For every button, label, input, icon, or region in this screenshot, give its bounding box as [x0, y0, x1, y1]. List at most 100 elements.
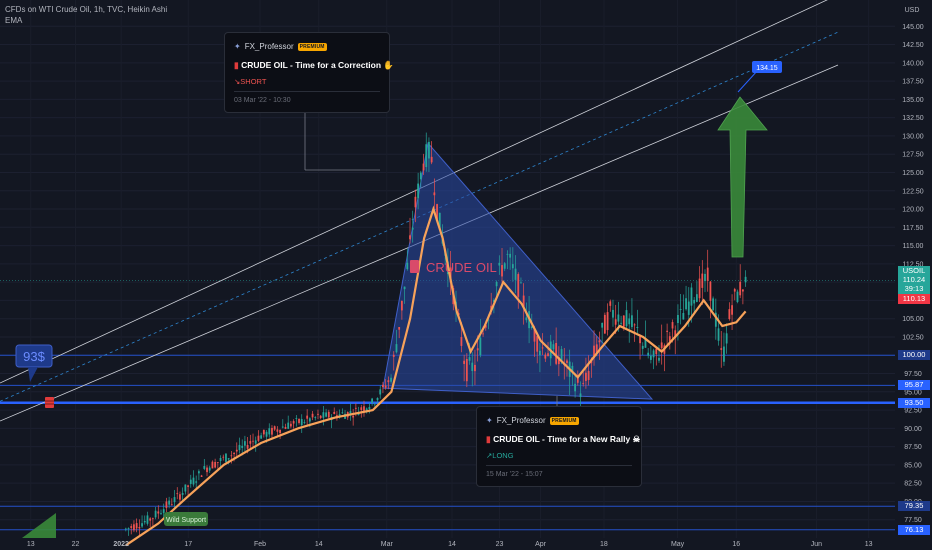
x-tick-label: 14 — [448, 541, 456, 548]
candle-body — [636, 326, 639, 328]
candle-body — [200, 475, 203, 477]
price-tag: 39:13 — [898, 284, 930, 295]
candle-body — [368, 406, 371, 410]
candle-body — [181, 493, 184, 495]
price-tag: 95.87 — [898, 380, 930, 391]
candle-body — [352, 415, 355, 418]
candle-body — [406, 262, 409, 270]
green-up-arrow-icon — [717, 69, 768, 258]
candle-body — [214, 462, 217, 468]
svg-text:Wild Support: Wild Support — [166, 517, 206, 524]
candle-body — [241, 445, 244, 448]
premium-badge: PREMIUM — [297, 42, 327, 51]
candle-body — [162, 509, 165, 513]
candle-body — [552, 344, 555, 350]
candle-body — [647, 352, 650, 356]
idea-card-long[interactable]: ✦ FX_Professor PREMIUM ▮ CRUDE OIL - Tim… — [476, 406, 642, 487]
candle-body — [176, 493, 179, 495]
candle-body — [736, 291, 739, 303]
candle-body — [308, 418, 311, 422]
candle-body — [281, 426, 284, 428]
candle-body — [157, 511, 160, 514]
card-direction: ↘SHORT — [234, 77, 267, 86]
candle-body — [728, 309, 731, 320]
candle-body — [658, 357, 660, 361]
card-author[interactable]: FX_Professor — [496, 416, 546, 425]
y-tick-label: 135.00 — [902, 97, 924, 104]
y-tick-label: 125.00 — [902, 170, 924, 177]
x-tick-label: May — [671, 541, 685, 548]
candle-body — [252, 440, 254, 442]
candle-body — [244, 441, 246, 446]
candle-body — [555, 342, 558, 364]
x-tick-label: Jun — [811, 541, 822, 548]
candle-body — [652, 350, 655, 358]
candle-body — [482, 333, 484, 335]
candle-body — [479, 337, 482, 356]
candle-body — [379, 389, 382, 395]
x-tick-label: Apr — [535, 541, 547, 548]
candle-body — [544, 354, 547, 359]
candle-body — [373, 403, 376, 405]
card-title[interactable]: ▮ CRUDE OIL - Time for a New Rally ☠ — [486, 434, 641, 444]
candle-body — [300, 419, 303, 426]
candle-body — [279, 429, 281, 433]
idea-card-short[interactable]: ✦ FX_Professor PREMIUM ▮ CRUDE OIL - Tim… — [224, 32, 394, 113]
candle-body — [639, 336, 641, 344]
candle-body — [257, 435, 260, 441]
x-tick-label: 13 — [27, 541, 35, 548]
candle-body — [566, 360, 568, 363]
hand-icon: ✋ — [383, 60, 394, 70]
y-tick-label: 77.50 — [904, 517, 922, 524]
candle-body — [130, 526, 133, 528]
x-tick-label: 16 — [732, 541, 740, 548]
candle-body — [606, 312, 609, 331]
candle-body — [474, 364, 476, 372]
candle-body — [222, 456, 225, 458]
candle-body — [292, 421, 295, 424]
candle-body — [230, 455, 233, 457]
candle-body — [492, 300, 495, 303]
candle-body — [160, 513, 162, 515]
candle-body — [195, 481, 198, 483]
card-title[interactable]: ▮ CRUDE OIL - Time for a Correction ✋ — [234, 60, 394, 70]
candle-body — [671, 322, 674, 329]
candle-body — [371, 398, 374, 403]
candle-body — [417, 183, 420, 199]
candle-body — [184, 484, 187, 492]
card-direction: ↗LONG — [486, 451, 514, 460]
y-tick-label: 120.00 — [902, 207, 924, 214]
y-tick-label: 82.50 — [904, 481, 922, 488]
candle-body — [723, 346, 725, 362]
candle-body — [631, 315, 633, 328]
candle-body — [633, 324, 636, 326]
candle-body — [233, 452, 235, 455]
price-tag: 93.50 — [898, 397, 930, 408]
arrow-up-right-icon: ↗ — [486, 451, 493, 460]
candle-body — [268, 428, 271, 435]
x-tick-label: 13 — [865, 541, 873, 548]
callout-93-label: 93$ — [23, 349, 45, 364]
candle-body — [216, 462, 219, 463]
candle-body — [363, 406, 365, 411]
candle-body — [400, 300, 403, 311]
y-tick-label: 142.50 — [902, 42, 924, 49]
y-tick-label: 105.00 — [902, 316, 924, 323]
candle-body — [571, 365, 574, 372]
candle-body — [495, 281, 498, 287]
card-author[interactable]: FX_Professor — [244, 42, 294, 51]
candle-body — [249, 441, 252, 444]
svg-text:134.15: 134.15 — [756, 65, 778, 72]
candle-body — [425, 144, 428, 168]
y-tick-label: 140.00 — [902, 60, 924, 67]
candle-body — [609, 301, 612, 306]
candle-body — [151, 518, 154, 520]
currency-label: USD — [905, 7, 920, 14]
author-avatar-icon: ✦ — [234, 42, 241, 51]
candle-body — [704, 273, 706, 282]
candle-body — [436, 204, 438, 220]
candle-body — [695, 294, 698, 302]
premium-badge: PREMIUM — [549, 416, 579, 425]
candle-body — [306, 415, 309, 419]
